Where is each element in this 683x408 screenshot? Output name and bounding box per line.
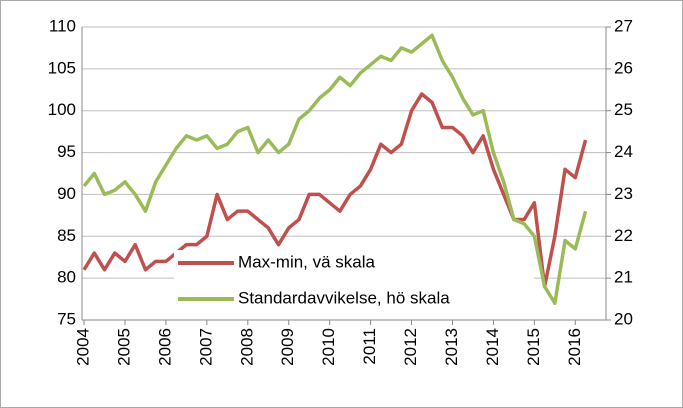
x-tick-label: 2015 bbox=[524, 328, 543, 366]
y2-tick-label: 21 bbox=[614, 268, 633, 287]
y2-tick-label: 24 bbox=[614, 142, 633, 161]
x-tick-label: 2006 bbox=[155, 328, 174, 366]
y-tick-label: 80 bbox=[57, 268, 76, 287]
y-tick-label: 95 bbox=[57, 142, 76, 161]
y2-tick-label: 23 bbox=[614, 184, 633, 203]
y2-tick-label: 20 bbox=[614, 309, 633, 328]
series-line bbox=[82, 92, 588, 289]
y2-tick-label: 27 bbox=[614, 16, 633, 35]
y2-tick-label: 26 bbox=[614, 58, 633, 77]
y-tick-label: 100 bbox=[48, 100, 76, 119]
x-tick-label: 2016 bbox=[565, 328, 584, 366]
y-tick-label: 105 bbox=[48, 58, 76, 77]
x-tick-label: 2009 bbox=[278, 328, 297, 366]
y-tick-label: 110 bbox=[49, 16, 76, 35]
y2-tick-label: 22 bbox=[614, 226, 633, 245]
x-tick-label: 2013 bbox=[442, 328, 461, 366]
y-tick-label: 75 bbox=[57, 309, 76, 328]
x-tick-label: 2010 bbox=[319, 328, 338, 366]
x-tick-label: 2007 bbox=[196, 328, 215, 366]
x-tick-label: 2004 bbox=[74, 328, 93, 366]
x-tick-label: 2014 bbox=[483, 328, 502, 366]
series-line bbox=[82, 33, 588, 306]
y-tick-label: 85 bbox=[57, 226, 76, 245]
y2-tick-label: 25 bbox=[614, 100, 633, 119]
legend-label: Max-min, vä skala bbox=[238, 252, 376, 271]
legend-box bbox=[174, 250, 534, 314]
legend-label: Standardavvikelse, hö skala bbox=[238, 288, 450, 307]
x-tick-label: 2011 bbox=[360, 328, 379, 365]
x-tick-label: 2008 bbox=[237, 328, 256, 366]
x-tick-label: 2012 bbox=[401, 328, 420, 366]
y-tick-label: 90 bbox=[57, 184, 76, 203]
x-tick-label: 2005 bbox=[114, 328, 133, 366]
